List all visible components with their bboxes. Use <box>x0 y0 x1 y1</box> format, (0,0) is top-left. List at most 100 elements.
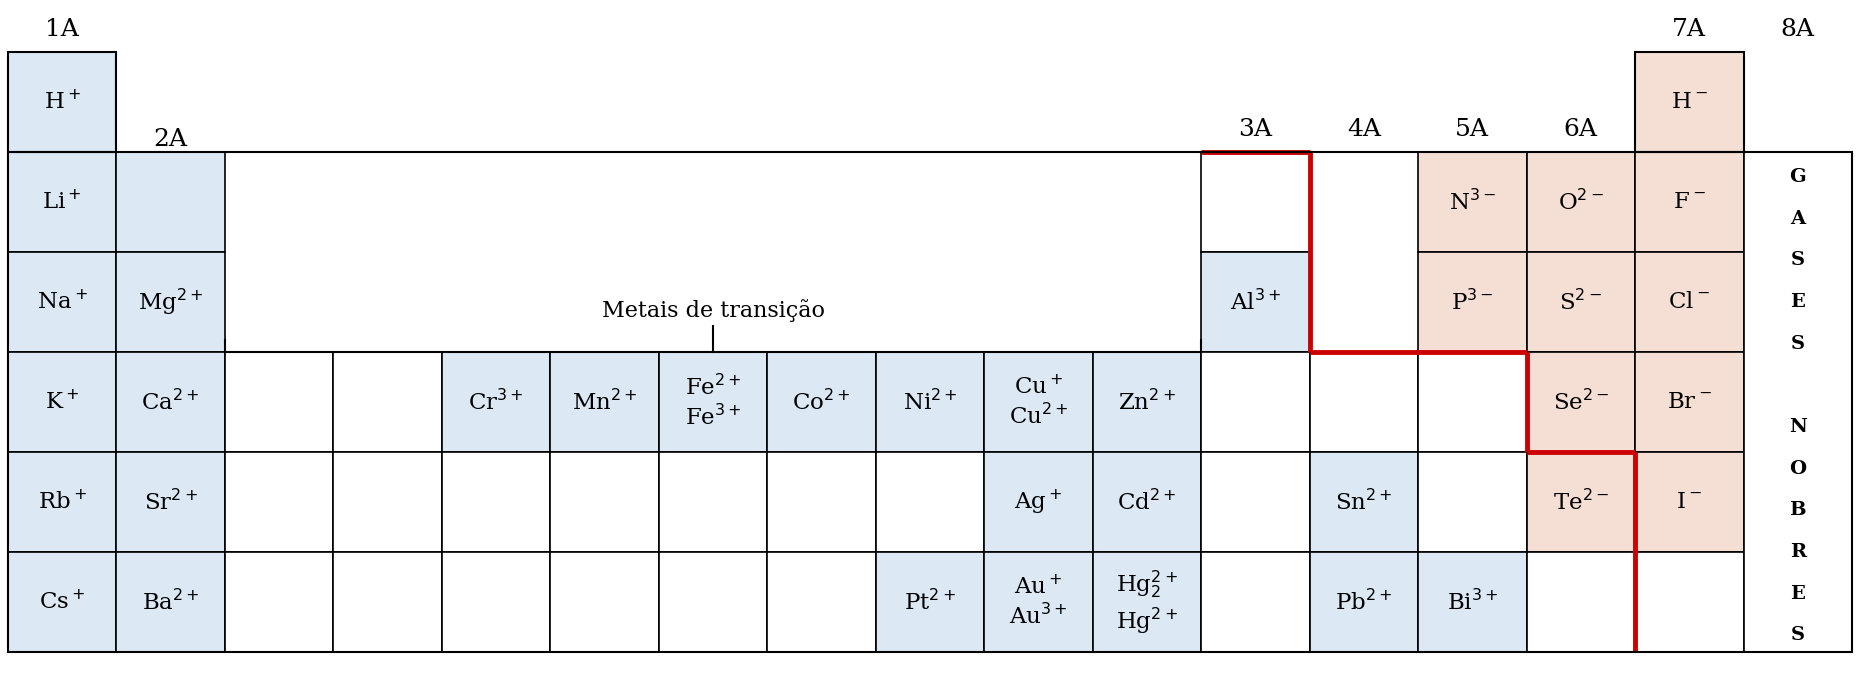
Bar <box>984 452 1092 552</box>
Bar <box>1527 452 1635 552</box>
Text: Mg$^{2+}$: Mg$^{2+}$ <box>138 287 203 317</box>
Bar <box>1202 352 1309 452</box>
Text: Li$^+$: Li$^+$ <box>43 190 82 214</box>
Text: Cu$^+$
Cu$^{2+}$: Cu$^+$ Cu$^{2+}$ <box>1008 375 1068 429</box>
Bar <box>1635 152 1743 252</box>
Bar <box>225 452 333 552</box>
Text: Se$^{2-}$: Se$^{2-}$ <box>1553 390 1609 414</box>
Text: R: R <box>1789 543 1806 561</box>
Text: I$^-$: I$^-$ <box>1676 491 1702 513</box>
Bar <box>1527 552 1635 652</box>
Bar <box>333 352 443 452</box>
Bar <box>1527 352 1635 452</box>
Bar <box>876 352 984 452</box>
Text: G: G <box>1789 168 1806 186</box>
Text: Fe$^{2+}$
Fe$^{3+}$: Fe$^{2+}$ Fe$^{3+}$ <box>684 374 742 430</box>
Text: Te$^{2-}$: Te$^{2-}$ <box>1553 489 1609 515</box>
Text: B: B <box>1789 502 1806 519</box>
Bar <box>7 452 117 552</box>
Bar <box>1092 452 1202 552</box>
Text: H$^-$: H$^-$ <box>1670 91 1707 113</box>
Text: Cs$^+$: Cs$^+$ <box>39 590 86 613</box>
Bar <box>768 352 876 452</box>
Text: 1A: 1A <box>45 19 80 41</box>
Bar <box>1635 52 1743 152</box>
Bar <box>1309 552 1417 652</box>
Bar <box>333 552 443 652</box>
Bar <box>1635 352 1743 452</box>
Bar <box>333 452 443 552</box>
Text: P$^{3-}$: P$^{3-}$ <box>1451 289 1494 315</box>
Bar <box>117 352 225 452</box>
Text: Ag$^+$: Ag$^+$ <box>1014 488 1062 517</box>
Text: Br$^-$: Br$^-$ <box>1667 391 1711 413</box>
Bar <box>1527 252 1635 352</box>
Bar <box>984 552 1092 652</box>
Text: Cd$^{2+}$: Cd$^{2+}$ <box>1118 489 1177 515</box>
Bar <box>1092 352 1202 452</box>
Bar <box>443 452 551 552</box>
Text: N$^{3-}$: N$^{3-}$ <box>1449 190 1495 214</box>
Bar <box>876 452 984 552</box>
Bar <box>117 252 225 352</box>
Bar <box>658 552 768 652</box>
Bar <box>1417 452 1527 552</box>
Text: S$^{2-}$: S$^{2-}$ <box>1559 289 1601 315</box>
Text: Ba$^{2+}$: Ba$^{2+}$ <box>141 589 199 615</box>
Bar <box>1417 352 1527 452</box>
Bar <box>1743 152 1853 652</box>
Text: 4A: 4A <box>1347 118 1380 142</box>
Bar <box>1309 352 1417 452</box>
Text: Co$^{2+}$: Co$^{2+}$ <box>792 390 850 414</box>
Text: Hg$_2^{2+}$
Hg$^{2+}$: Hg$_2^{2+}$ Hg$^{2+}$ <box>1116 568 1177 636</box>
Bar <box>1417 152 1527 252</box>
Bar <box>7 152 117 252</box>
Text: Sr$^{2+}$: Sr$^{2+}$ <box>143 489 197 515</box>
Bar <box>117 152 225 252</box>
Text: Pt$^{2+}$: Pt$^{2+}$ <box>904 589 956 615</box>
Text: E: E <box>1791 293 1806 311</box>
Text: Al$^{3+}$: Al$^{3+}$ <box>1229 289 1282 315</box>
Text: Mn$^{2+}$: Mn$^{2+}$ <box>571 390 638 414</box>
Text: Pb$^{2+}$: Pb$^{2+}$ <box>1335 589 1393 615</box>
Text: A: A <box>1789 210 1806 227</box>
Text: Sn$^{2+}$: Sn$^{2+}$ <box>1335 489 1393 515</box>
Bar <box>7 52 117 152</box>
Text: Au$^+$
Au$^{3+}$: Au$^+$ Au$^{3+}$ <box>1010 575 1068 629</box>
Bar <box>876 552 984 652</box>
Text: F$^-$: F$^-$ <box>1672 191 1706 213</box>
Text: Cr$^{3+}$: Cr$^{3+}$ <box>469 390 525 414</box>
Text: 6A: 6A <box>1564 118 1598 142</box>
Text: Rb$^+$: Rb$^+$ <box>37 491 87 514</box>
Text: Cl$^-$: Cl$^-$ <box>1668 291 1709 313</box>
Bar <box>443 552 551 652</box>
Bar <box>551 552 658 652</box>
Bar <box>768 552 876 652</box>
Text: S: S <box>1791 251 1804 269</box>
Text: Ni$^{2+}$: Ni$^{2+}$ <box>902 390 958 414</box>
Text: 8A: 8A <box>1780 19 1815 41</box>
Bar <box>551 452 658 552</box>
Bar <box>1635 52 1743 152</box>
Text: 2A: 2A <box>154 128 188 152</box>
Text: S: S <box>1791 627 1804 644</box>
Bar <box>443 352 551 452</box>
Bar <box>7 352 117 452</box>
Bar <box>225 352 333 452</box>
Bar <box>1202 452 1309 552</box>
Text: K$^+$: K$^+$ <box>45 390 80 414</box>
Bar <box>7 252 117 352</box>
Bar <box>984 352 1092 452</box>
Text: O$^{2-}$: O$^{2-}$ <box>1559 190 1603 214</box>
Bar <box>1202 252 1309 352</box>
Bar <box>1527 152 1635 252</box>
Bar <box>117 452 225 552</box>
Bar <box>1202 152 1309 252</box>
Text: Metais de transição: Metais de transição <box>601 299 824 322</box>
Bar <box>768 452 876 552</box>
Text: 3A: 3A <box>1239 118 1272 142</box>
Bar <box>7 552 117 652</box>
Bar <box>225 552 333 652</box>
Text: 7A: 7A <box>1672 19 1706 41</box>
Bar <box>1202 552 1309 652</box>
